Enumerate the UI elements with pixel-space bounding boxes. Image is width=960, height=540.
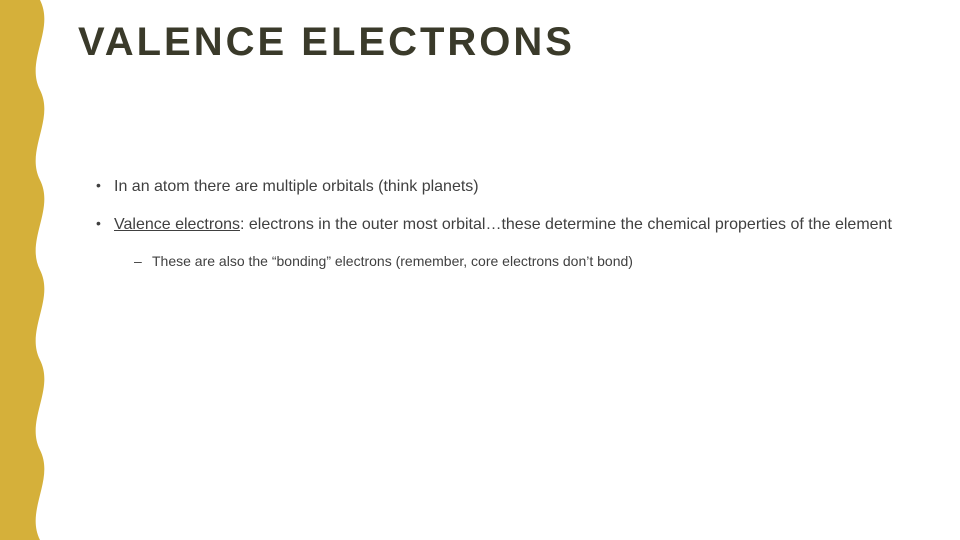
sub-bullet-item: These are also the “bonding” electrons (… [134,251,930,272]
bullet-text-after: : electrons in the outer most orbital…th… [240,216,892,233]
bullet-term-underlined: Valence electrons [114,216,240,233]
slide-content: VALENCE ELECTRONS In an atom there are m… [78,20,930,286]
wave-border-decoration [0,0,60,540]
bullet-item: Valence electrons: electrons in the oute… [96,213,930,272]
sub-bullet-text: These are also the “bonding” electrons (… [152,253,633,269]
slide-title: VALENCE ELECTRONS [78,20,930,65]
bullet-list: In an atom there are multiple orbitals (… [78,175,930,272]
bullet-text: In an atom there are multiple orbitals (… [114,178,479,195]
bullet-item: In an atom there are multiple orbitals (… [96,175,930,199]
sub-bullet-list: These are also the “bonding” electrons (… [114,251,930,272]
